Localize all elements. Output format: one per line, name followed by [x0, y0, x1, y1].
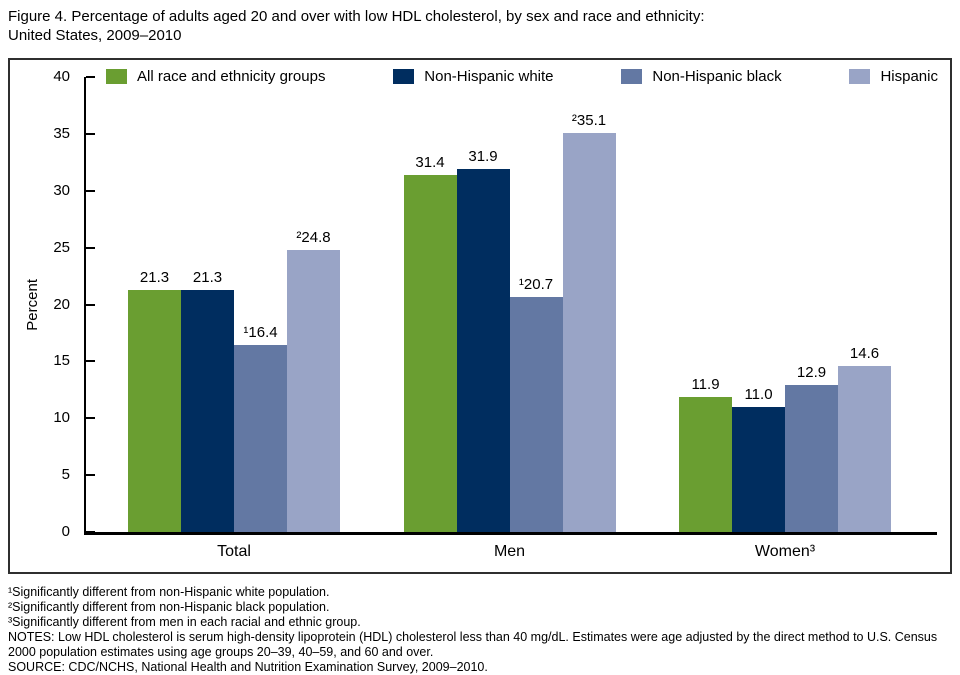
bar: 12.9	[785, 364, 838, 532]
bar-value-label: 31.9	[468, 148, 498, 166]
y-tick-label: 20	[53, 295, 70, 313]
bar-value-label: ²35.1	[571, 111, 607, 129]
chart-frame: All race and ethnicity groups Non-Hispan…	[8, 58, 952, 574]
y-tick-label: 25	[53, 238, 70, 256]
bar: ¹20.7	[509, 276, 563, 532]
y-tick	[86, 531, 95, 533]
bar: 11.0	[732, 386, 785, 532]
footnote-notes: NOTES: Low HDL cholesterol is serum high…	[8, 630, 938, 659]
bar-value-label: 12.9	[796, 364, 827, 382]
bar-value-label: 11.9	[691, 375, 720, 393]
plot-area: Percent 21.3 21.3 ¹16.4 ²24.8 Total 31.4 31.9 ¹…	[24, 68, 937, 560]
bar: 31.9	[456, 148, 510, 532]
bar-value-label: 14.6	[849, 344, 880, 362]
y-tick	[86, 132, 95, 135]
y-tick	[86, 303, 95, 306]
legend-swatch-hispanic	[849, 69, 871, 84]
bar: ¹16.4	[234, 324, 287, 532]
bar: 14.6	[838, 345, 891, 532]
footnotes: ¹Significantly different from non-Hispan…	[8, 585, 950, 675]
bar-value-label: ¹16.4	[243, 324, 278, 342]
bar: ²24.8	[287, 229, 340, 532]
legend-swatch-all-groups	[106, 69, 127, 84]
bar-value-label: 21.3	[139, 268, 170, 286]
figure-title: Figure 4. Percentage of adults aged 20 a…	[0, 0, 960, 45]
bar: 11.9	[679, 376, 732, 532]
y-tick	[86, 189, 95, 192]
legend-label-non-hispanic-white: Non-Hispanic white	[424, 68, 554, 85]
footnote-source: SOURCE: CDC/NCHS, National Health and Nu…	[8, 660, 488, 674]
legend-item-non-hispanic-black: Non-Hispanic black	[621, 68, 782, 85]
category-label: Women³	[754, 543, 816, 560]
y-tick	[86, 360, 95, 363]
bar: 31.4	[403, 154, 457, 532]
category-label: Total	[217, 543, 251, 560]
y-tick	[86, 76, 95, 78]
figure-title-line-2: United States, 2009–2010	[8, 27, 182, 44]
bar: ²35.1	[562, 112, 616, 532]
legend-item-hispanic: Hispanic	[849, 68, 938, 85]
bar-value-label: ²24.8	[296, 228, 331, 246]
footnote-3: ³Significantly different from men in eac…	[8, 615, 361, 629]
bar-value-label: 21.3	[192, 268, 223, 286]
legend-label-all-groups: All race and ethnicity groups	[137, 68, 326, 85]
bar-value-label: 11.0	[744, 385, 773, 403]
y-tick-label: 5	[61, 466, 70, 484]
legend-swatch-non-hispanic-white	[393, 69, 415, 84]
footnote-2: ²Significantly different from non-Hispan…	[8, 600, 330, 614]
bar-group: 11.9 11.0 12.9 14.6 Women³	[679, 77, 891, 560]
legend: All race and ethnicity groups Non-Hispan…	[106, 68, 938, 85]
bar-group: 31.4 31.9 ¹20.7 ²35.1 Men	[403, 77, 616, 560]
legend-label-non-hispanic-black: Non-Hispanic black	[652, 68, 782, 85]
y-tick-label: 40	[53, 68, 70, 85]
bar: 21.3	[181, 269, 234, 532]
y-tick	[86, 246, 95, 249]
y-tick-label: 35	[53, 124, 70, 142]
footnote-1: ¹Significantly different from non-Hispan…	[8, 585, 330, 599]
legend-label-hispanic: Hispanic	[880, 68, 938, 85]
y-tick-label: 10	[53, 409, 70, 427]
figure-title-line-1: Figure 4. Percentage of adults aged 20 a…	[8, 8, 705, 25]
bar-groups: 21.3 21.3 ¹16.4 ²24.8 Total 31.4 31.9 ¹20.7 ²35.…	[86, 77, 937, 560]
y-tick-label: 30	[53, 181, 70, 199]
legend-swatch-non-hispanic-black	[621, 69, 643, 84]
bar: 21.3	[128, 269, 181, 532]
bar-value-label: 31.4	[415, 153, 445, 171]
y-tick	[86, 474, 95, 477]
bar-group: 21.3 21.3 ¹16.4 ²24.8 Total	[128, 77, 340, 560]
y-tick-label: 0	[61, 523, 70, 540]
legend-item-non-hispanic-white: Non-Hispanic white	[393, 68, 554, 85]
y-tick-label: 15	[53, 352, 70, 370]
y-tick	[86, 417, 95, 420]
legend-item-all-groups: All race and ethnicity groups	[106, 68, 325, 85]
bar-value-label: ¹20.7	[518, 275, 554, 293]
category-label: Men	[493, 543, 526, 560]
